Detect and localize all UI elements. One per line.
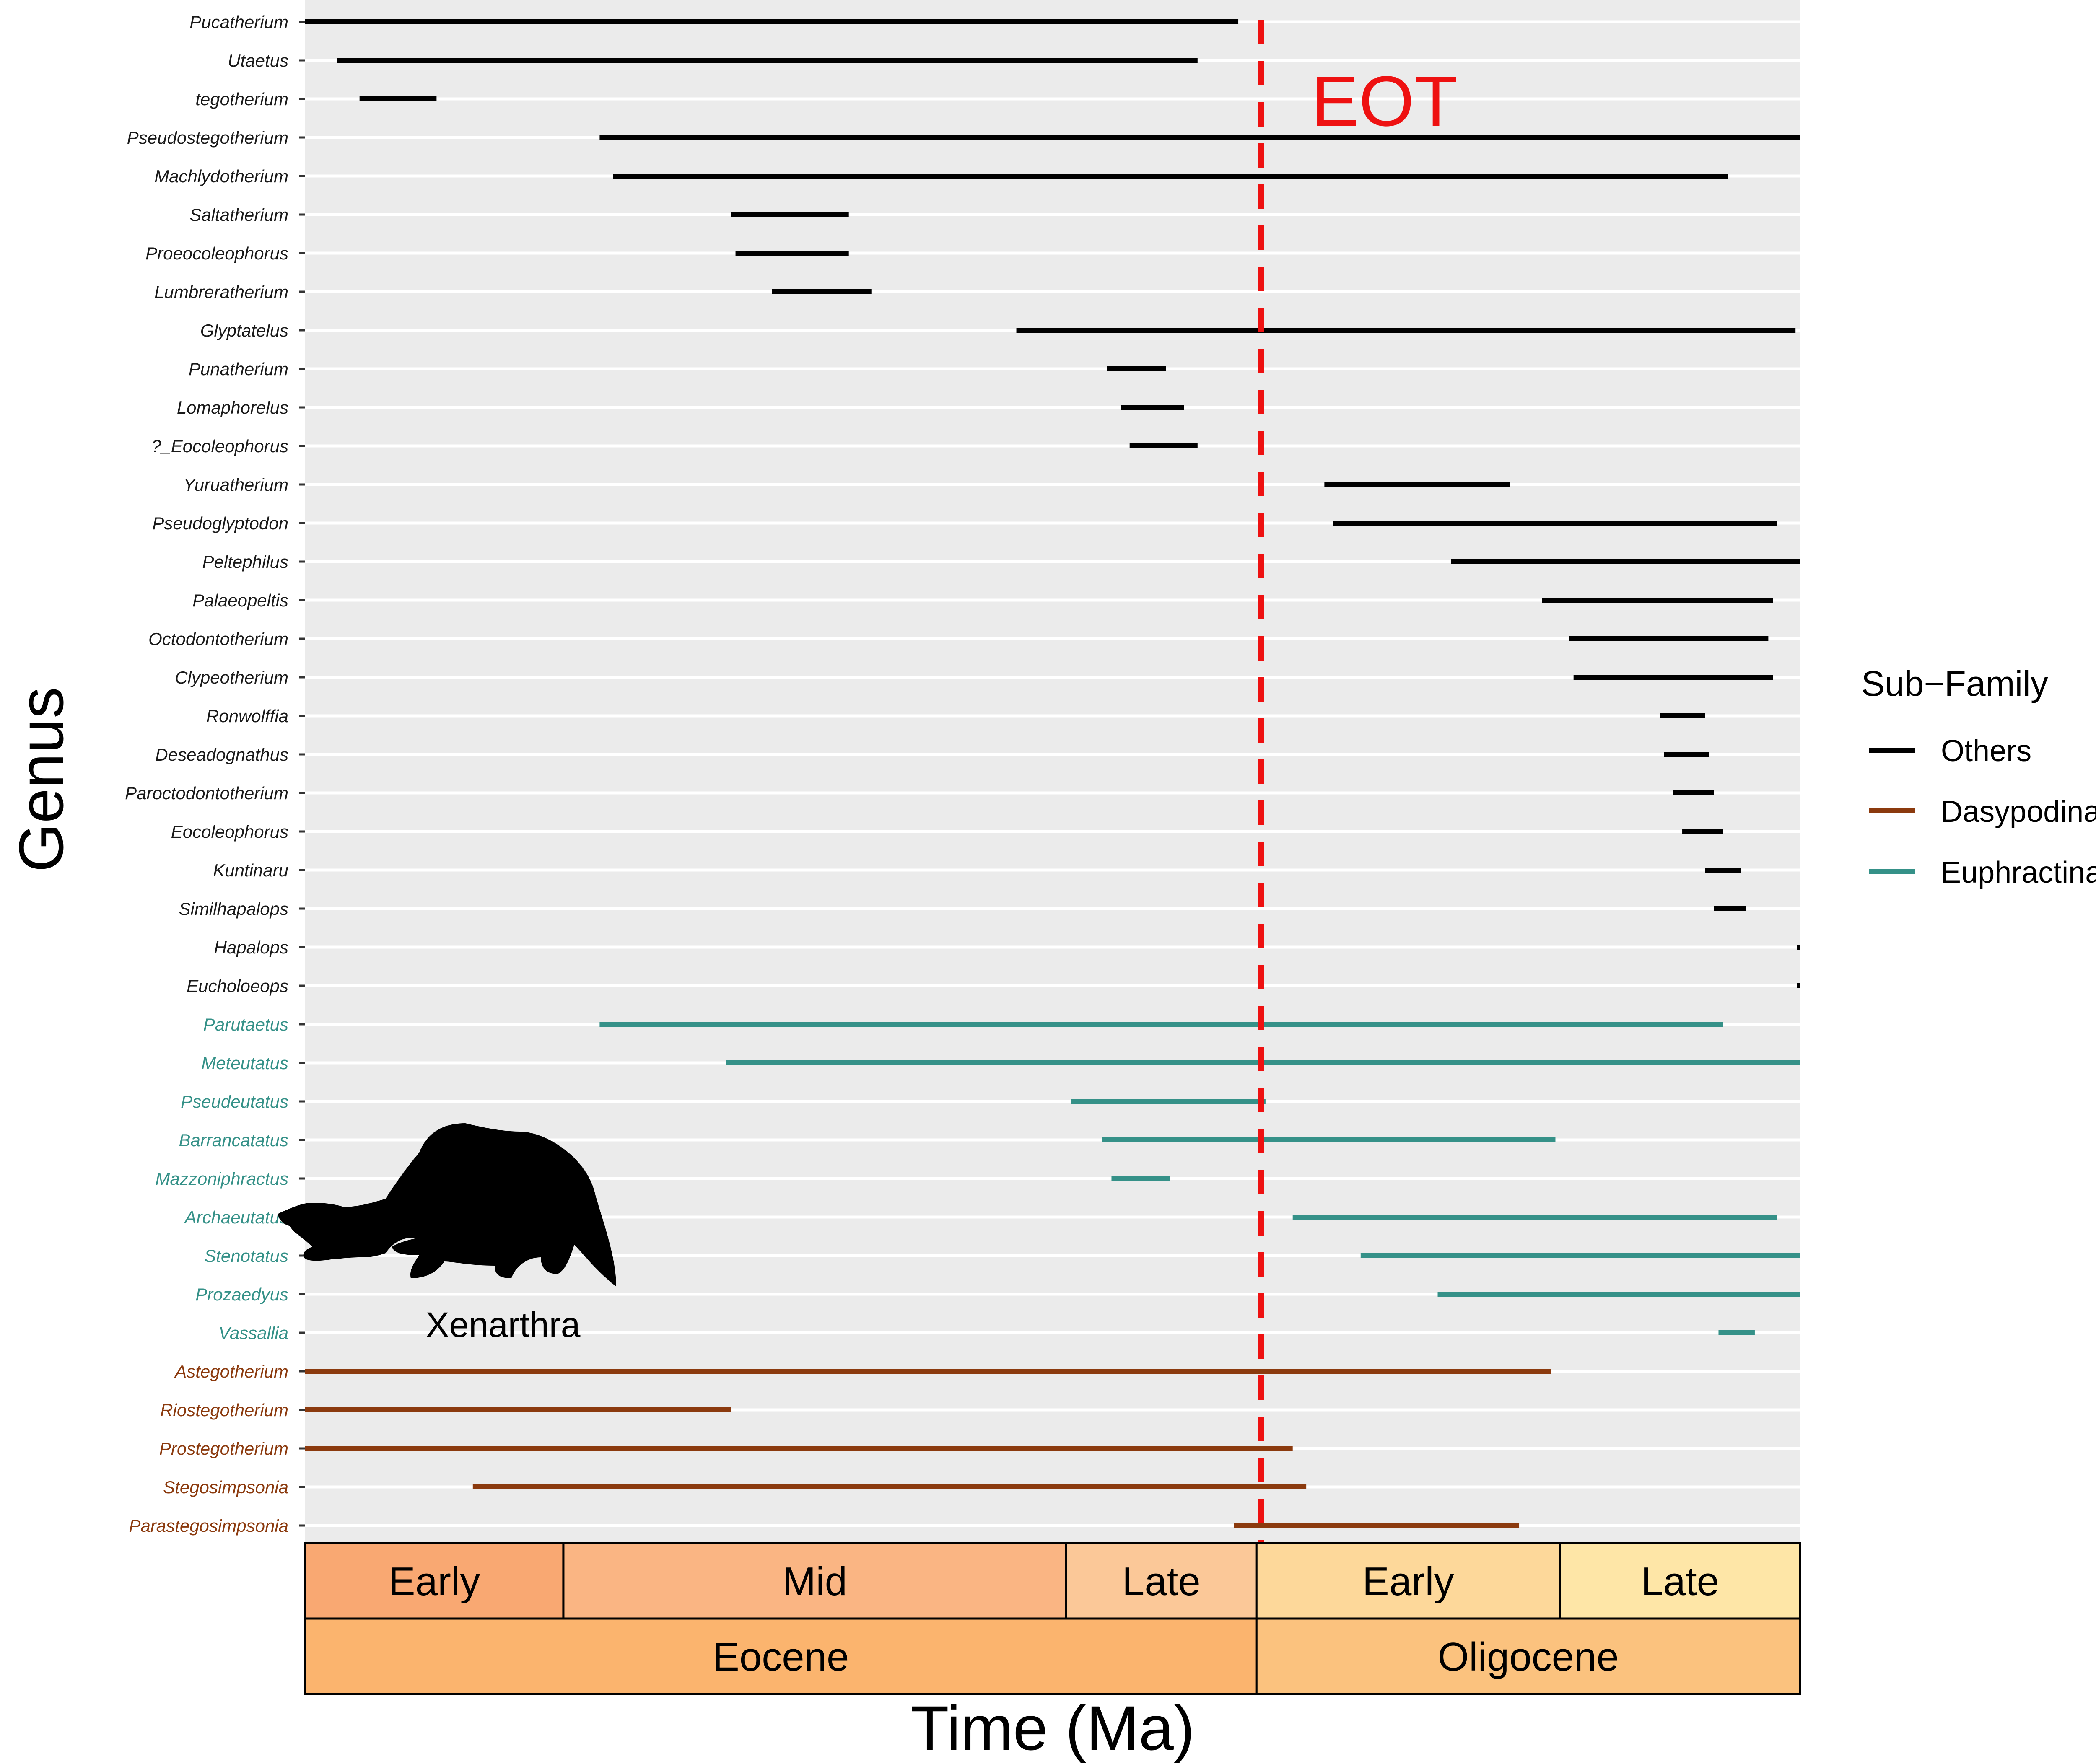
- epoch-label: Oligocene: [1437, 1634, 1619, 1679]
- silhouette-label: Xenarthra: [426, 1305, 581, 1344]
- y-tick-label: Octodontotherium: [148, 629, 288, 649]
- stage-label: Early: [389, 1559, 480, 1604]
- legend-entry-label: Others: [1941, 734, 2031, 768]
- y-tick-label: Riostegotherium: [160, 1400, 288, 1420]
- y-tick-label: Proeocoleophorus: [145, 243, 288, 263]
- y-tick-label: Peltephilus: [202, 552, 288, 572]
- legend-entry-label: Dasypodinae: [1941, 795, 2096, 829]
- y-tick-label: Stenotatus: [204, 1246, 288, 1266]
- y-tick-label: Eocoleophorus: [171, 822, 288, 842]
- stage-cell: [562, 1542, 1067, 1620]
- y-tick-label: Lomaphorelus: [177, 398, 288, 417]
- stage-label: Early: [1362, 1559, 1454, 1604]
- y-tick-label: Archaeutatus: [184, 1207, 289, 1227]
- y-tick-label: Glyptatelus: [200, 321, 288, 340]
- y-axis-title: Genus: [6, 687, 76, 872]
- y-tick-label: Yuruatherium: [183, 475, 288, 495]
- y-tick-label: Prozaedyus: [195, 1285, 288, 1304]
- y-tick-label: ?_Eocoleophorus: [151, 436, 288, 456]
- y-tick-label: Deseadognathus: [155, 745, 288, 764]
- y-tick-label: Vassallia: [218, 1323, 288, 1343]
- y-tick-label: Kuntinaru: [213, 860, 288, 880]
- y-tick-label: Paroctodontotherium: [125, 783, 288, 803]
- x-axis-title: Time (Ma): [911, 1693, 1195, 1763]
- y-tick-label: Ronwolffia: [206, 706, 288, 726]
- legend-entry-label: Euphractinae: [1941, 856, 2096, 889]
- stage-label: Late: [1641, 1559, 1719, 1604]
- stage-label: Mid: [782, 1559, 847, 1604]
- y-tick-label: Barrancatatus: [179, 1130, 288, 1150]
- y-tick-label: Parastegosimpsonia: [129, 1516, 288, 1536]
- stage-label: Late: [1122, 1559, 1201, 1604]
- epoch-cell: [1255, 1617, 1801, 1695]
- y-tick-label: Saltatherium: [189, 205, 288, 225]
- legend-title: Sub−Family: [1861, 664, 2048, 703]
- y-tick-label: Mazzoniphractus: [156, 1169, 288, 1189]
- eot-label: EOT: [1311, 62, 1458, 141]
- y-tick-label: Pseudeutatus: [181, 1092, 288, 1111]
- y-tick-label: Prostegotherium: [159, 1439, 288, 1458]
- y-tick-label: Punatherium: [189, 359, 288, 379]
- y-tick-label: Utaetus: [228, 51, 288, 70]
- y-tick-label: Lumbreratherium: [154, 282, 288, 302]
- y-tick-label: Hapalops: [214, 938, 288, 957]
- y-tick-label: Pseudostegotherium: [127, 128, 288, 148]
- armadillo-silhouette-icon: [278, 1123, 616, 1287]
- y-tick-label: Pseudoglyptodon: [152, 513, 288, 533]
- y-tick-label: Astegotherium: [174, 1362, 288, 1381]
- y-tick-label: Machlydotherium: [154, 166, 288, 186]
- epoch-cell: [304, 1617, 1258, 1695]
- epoch-label: Eocene: [713, 1634, 849, 1679]
- y-tick-label: Eucholoeops: [187, 976, 288, 996]
- stage-cell: [1559, 1542, 1801, 1620]
- y-tick-label: Parutaetus: [203, 1015, 288, 1034]
- plot-panel: [305, 0, 1800, 1543]
- y-tick-label: Meteutatus: [201, 1053, 288, 1073]
- y-tick-label: Stegosimpsonia: [163, 1477, 288, 1497]
- y-tick-label: Similhapalops: [179, 899, 288, 919]
- y-tick-label: Pucatherium: [189, 12, 288, 32]
- y-tick-label: tegotherium: [195, 89, 288, 109]
- y-tick-label: Clypeotherium: [175, 668, 288, 687]
- y-tick-label: Palaeopeltis: [192, 591, 288, 610]
